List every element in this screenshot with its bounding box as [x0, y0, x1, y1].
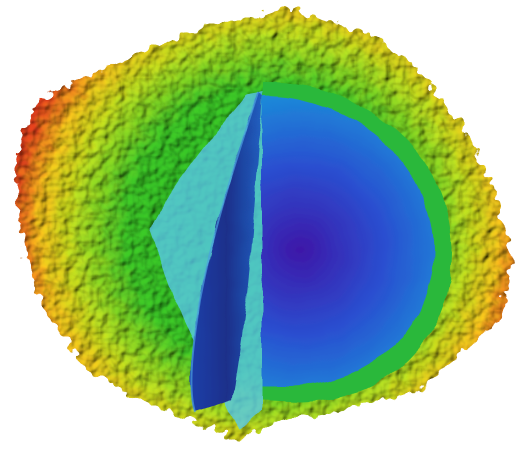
page: (() => { const data = JSON.parse(documen… [0, 0, 519, 450]
molecule-render [0, 0, 519, 450]
